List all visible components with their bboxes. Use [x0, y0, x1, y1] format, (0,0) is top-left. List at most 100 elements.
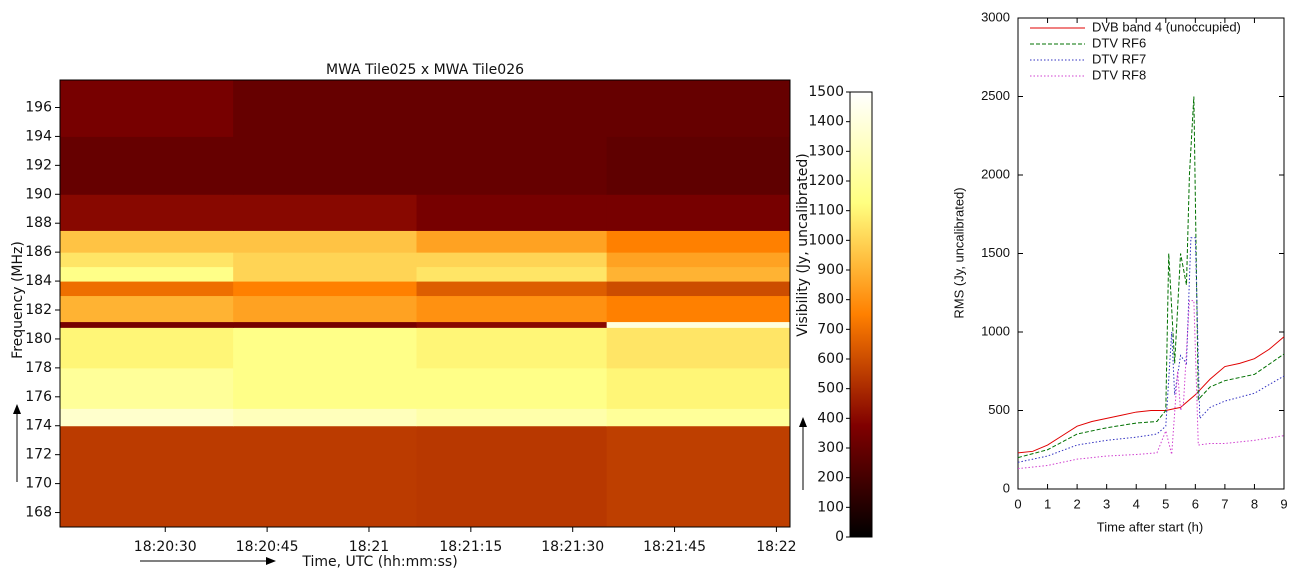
heatmap-cell — [606, 136, 791, 195]
colorbar-tick-label: 1500 — [808, 84, 844, 100]
heatmap-cell — [60, 80, 234, 137]
heatmap-cell — [606, 230, 791, 253]
heatmap-cell — [416, 136, 608, 195]
y-tick-label: 170 — [25, 476, 52, 492]
heatmap-cell — [416, 408, 608, 427]
heatmap-cell — [233, 80, 418, 137]
y-tick-label: 182 — [25, 302, 52, 318]
heatmap-cell — [60, 230, 234, 253]
heatmap-cell — [416, 194, 608, 231]
heatmap-cell — [233, 367, 418, 409]
y-tick-label: 172 — [25, 447, 52, 463]
colorbar-tick-label: 1300 — [808, 143, 844, 159]
heatmap-cell — [233, 266, 418, 282]
colorbar-tick-label: 400 — [817, 410, 844, 426]
heatmap-cell — [416, 281, 608, 297]
x-tick-label: 1 — [1044, 496, 1051, 511]
heatmap-cell — [60, 281, 234, 297]
heatmap-cell — [416, 321, 608, 328]
heatmap-cell — [606, 327, 791, 369]
y-tick-label: 190 — [25, 186, 52, 202]
y-tick-label: 0 — [1003, 480, 1010, 495]
colorbar-tick-label: 500 — [817, 381, 844, 397]
heatmap-cell — [233, 327, 418, 369]
heatmap-cell — [233, 425, 418, 528]
x-axis-label: Time after start (h) — [1097, 519, 1203, 534]
x-tick-label: 9 — [1280, 496, 1287, 511]
heatmap-cell — [606, 425, 791, 528]
heatmap-panel: MWA Tile025 x MWA Tile026 Time, UTC (hh:… — [10, 62, 873, 570]
heatmap-cell — [60, 136, 234, 195]
heatmap-cell — [606, 408, 791, 427]
y-tick-label: 174 — [25, 418, 52, 434]
y-tick-label: 3000 — [981, 9, 1010, 24]
colorbar-tick-label: 800 — [817, 292, 844, 308]
y-tick-label: 178 — [25, 360, 52, 376]
colorbar-tick-label: 1200 — [808, 173, 844, 189]
heatmap-cell — [233, 194, 418, 231]
heatmap-cell — [416, 266, 608, 282]
heatmap-cell — [233, 230, 418, 253]
plot-frame — [59, 79, 791, 528]
x-tick-label: 18:21:30 — [541, 539, 604, 555]
y-tick-label: 196 — [25, 99, 52, 115]
heatmap-cell — [416, 425, 608, 528]
heatmap-cell — [60, 194, 234, 231]
colorbar-tick-label: 600 — [817, 351, 844, 367]
plot-frame — [1017, 17, 1285, 490]
heatmap-cell — [60, 327, 234, 369]
colorbar-tick-label: 1000 — [808, 232, 844, 248]
line-panel: Time after start (h) RMS (Jy, uncalibrat… — [951, 9, 1287, 534]
data-line — [1017, 300, 1285, 470]
colorbar — [849, 91, 873, 538]
y-tick-label: 1500 — [981, 245, 1010, 260]
legend-label: DTV RF8 — [1092, 67, 1146, 82]
x-tick-label: 18:21 — [349, 539, 389, 555]
y-tick-label: 180 — [25, 331, 52, 347]
legend-label: DTV RF6 — [1092, 35, 1146, 50]
y-tick-label: 194 — [25, 128, 52, 144]
heatmap-cell — [60, 295, 234, 323]
x-tick-label: 2 — [1073, 496, 1080, 511]
heatmap-cell — [416, 295, 608, 323]
heatmap-cell — [60, 321, 234, 328]
colorbar-tick-label: 0 — [835, 529, 844, 545]
heatmap-cell — [233, 281, 418, 297]
y-tick-label: 1000 — [981, 323, 1010, 338]
heatmap-cell — [606, 252, 791, 268]
x-tick-label: 4 — [1133, 496, 1140, 511]
y-tick-label: 2500 — [981, 88, 1010, 103]
heatmap-cell — [60, 425, 234, 528]
heatmap-cell — [416, 230, 608, 253]
data-line — [1017, 237, 1285, 463]
x-tick-label: 6 — [1192, 496, 1199, 511]
heatmap-cell — [606, 295, 791, 323]
colorbar-tick-label: 300 — [817, 440, 844, 456]
colorbar-tick-label: 1400 — [808, 114, 844, 130]
x-tick-label: 18:22 — [756, 539, 796, 555]
y-tick-label: 186 — [25, 244, 52, 260]
data-line — [1017, 96, 1285, 459]
heatmap-cell — [606, 281, 791, 297]
x-tick-label: 18:20:30 — [134, 539, 197, 555]
heatmap-cell — [233, 321, 418, 328]
colorbar-tick-label: 200 — [817, 470, 844, 486]
x-tick-label: 0 — [1014, 496, 1021, 511]
y-tick-label: 500 — [988, 402, 1010, 417]
data-line — [1017, 336, 1285, 454]
heatmap-cell — [606, 266, 791, 282]
heatmap-cell — [233, 252, 418, 268]
heatmap-cell — [60, 266, 234, 282]
colorbar-label: Visibility (Jy, uncalibrated) — [795, 153, 811, 336]
colorbar-tick-label: 700 — [817, 321, 844, 337]
heatmap-cell — [606, 80, 791, 137]
heatmap-cell — [60, 252, 234, 268]
y-tick-label: 192 — [25, 157, 52, 173]
x-tick-label: 7 — [1221, 496, 1228, 511]
x-axis-label: Time, UTC (hh:mm:ss) — [301, 554, 457, 570]
heatmap-cell — [233, 295, 418, 323]
y-axis-label: RMS (Jy, uncalibrated) — [951, 187, 966, 318]
x-tick-label: 18:21:45 — [643, 539, 706, 555]
heatmap-cell — [416, 80, 608, 137]
